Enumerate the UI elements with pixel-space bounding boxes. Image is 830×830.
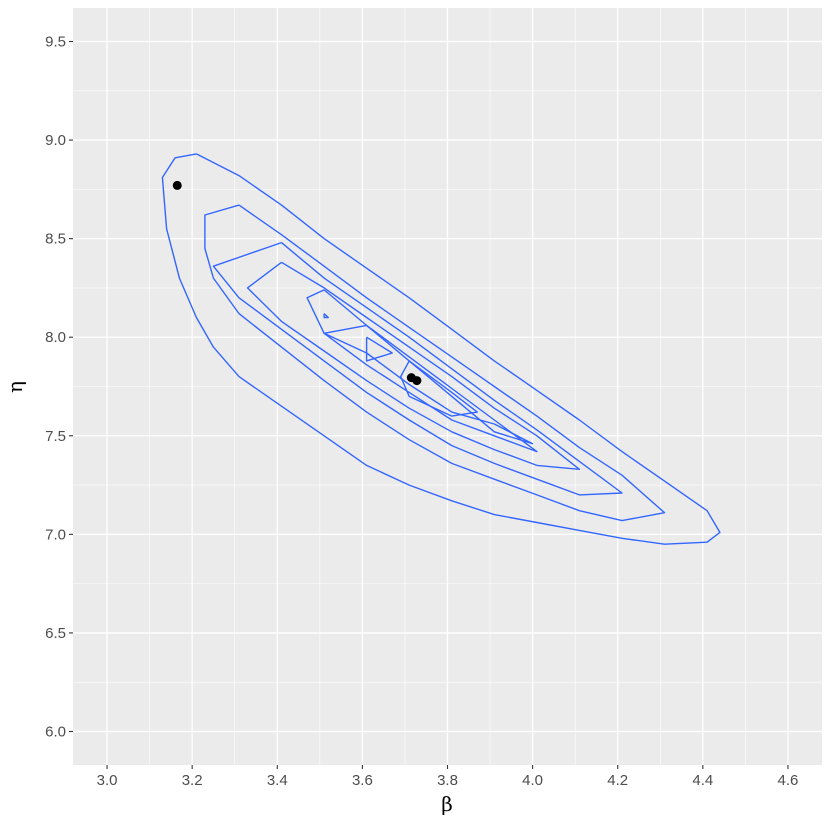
contour-line-4 — [246, 261, 581, 470]
x-axis-title: β — [441, 792, 453, 816]
y-tick-label: 7.0 — [45, 526, 66, 543]
y-tick-label: 9.0 — [45, 132, 66, 149]
contour-line-1 — [161, 153, 721, 545]
contour-line-9 — [323, 313, 329, 319]
contour-lines — [161, 153, 721, 545]
x-tick-label: 3.4 — [267, 772, 288, 789]
y-tick-label: 9.5 — [45, 34, 66, 51]
x-tick-label: 3.6 — [352, 772, 373, 789]
data-points — [172, 180, 422, 386]
y-axis-title: η — [3, 381, 27, 393]
x-tick-label: 3.8 — [437, 772, 458, 789]
x-tick-label: 3.2 — [182, 772, 203, 789]
x-tick-label: 3.0 — [97, 772, 118, 789]
contour-line-2 — [204, 204, 666, 522]
contour-line-6 — [323, 324, 534, 445]
y-tick-label: 8.5 — [45, 231, 66, 248]
x-axis: 3.0 3.2 3.4 3.6 3.8 4.0 4.2 4.4 4.6 — [97, 765, 799, 789]
y-tick-label: 8.0 — [45, 329, 66, 346]
y-tick-label: 6.0 — [45, 723, 66, 740]
y-tick-label: 7.5 — [45, 428, 66, 445]
y-tick-label: 6.5 — [45, 625, 66, 642]
data-point-1 — [172, 180, 182, 190]
x-tick-label: 4.0 — [522, 772, 543, 789]
data-point-3 — [412, 376, 422, 386]
contour-line-7 — [365, 336, 393, 362]
x-tick-label: 4.4 — [692, 772, 713, 789]
contour-line-3 — [212, 241, 623, 496]
y-axis: 6.0 6.5 7.0 7.5 8.0 8.5 9.0 9.5 — [45, 34, 73, 740]
contour-line-8 — [400, 360, 478, 417]
x-tick-label: 4.6 — [778, 772, 799, 789]
major-gridlines — [73, 8, 822, 765]
x-tick-label: 4.2 — [607, 772, 628, 789]
